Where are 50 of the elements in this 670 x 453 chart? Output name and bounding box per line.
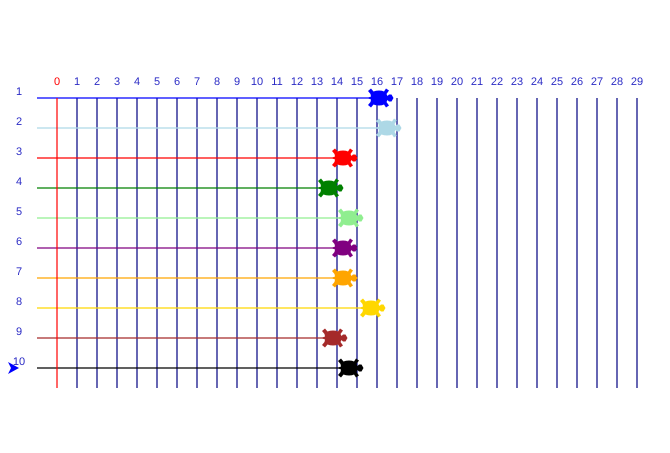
y-tick-label: 8 — [16, 296, 22, 308]
x-tick-label: 9 — [234, 76, 240, 88]
y-tick-label: 7 — [16, 266, 22, 278]
x-tick-label: 1 — [74, 76, 80, 88]
x-tick-label: 12 — [290, 76, 304, 88]
x-tick-label: 18 — [410, 76, 424, 88]
x-tick-label: 14 — [330, 76, 344, 88]
x-tick-label: 28 — [610, 76, 624, 88]
x-tick-label: 13 — [310, 76, 324, 88]
point — [331, 148, 358, 168]
point — [321, 328, 348, 348]
x-tick-label: 20 — [450, 76, 464, 88]
x-tick-label: 15 — [350, 76, 364, 88]
y-tick-label: 6 — [16, 236, 22, 248]
y-tick-label: 5 — [16, 206, 22, 218]
x-tick-label: 26 — [570, 76, 584, 88]
point — [375, 118, 402, 138]
x-tick-label: 3 — [114, 76, 120, 88]
x-tick-label: 7 — [194, 76, 200, 88]
point — [317, 178, 344, 198]
x-tick-label: 2 — [94, 76, 100, 88]
x-tick-label: 6 — [174, 76, 180, 88]
point — [367, 88, 394, 108]
point — [359, 298, 386, 318]
x-tick-label: 27 — [590, 76, 604, 88]
y-tick-label: 2 — [16, 116, 22, 128]
x-tick-label: 23 — [510, 76, 524, 88]
x-tick-label: 24 — [530, 76, 544, 88]
y-tick-label: 3 — [16, 146, 22, 158]
x-tick-label: 8 — [214, 76, 220, 88]
x-tick-label: 16 — [370, 76, 384, 88]
x-tick-label: 25 — [550, 76, 564, 88]
y-tick-label: 10 — [12, 356, 26, 368]
point — [337, 208, 364, 228]
x-tick-label: 0 — [54, 76, 60, 88]
point — [331, 268, 358, 288]
x-tick-label: 29 — [630, 76, 644, 88]
x-tick-label: 5 — [154, 76, 160, 88]
x-tick-label: 11 — [271, 76, 283, 88]
y-tick-label: 1 — [16, 86, 22, 98]
x-tick-label: 17 — [390, 76, 404, 88]
y-tick-label: 9 — [16, 326, 22, 338]
point — [331, 238, 358, 258]
x-tick-label: 21 — [470, 76, 484, 88]
y-tick-label: 4 — [16, 176, 22, 188]
x-tick-label: 4 — [134, 76, 140, 88]
x-tick-label: 10 — [250, 76, 264, 88]
point — [337, 358, 364, 378]
x-tick-label: 22 — [490, 76, 504, 88]
x-tick-label: 19 — [430, 76, 444, 88]
